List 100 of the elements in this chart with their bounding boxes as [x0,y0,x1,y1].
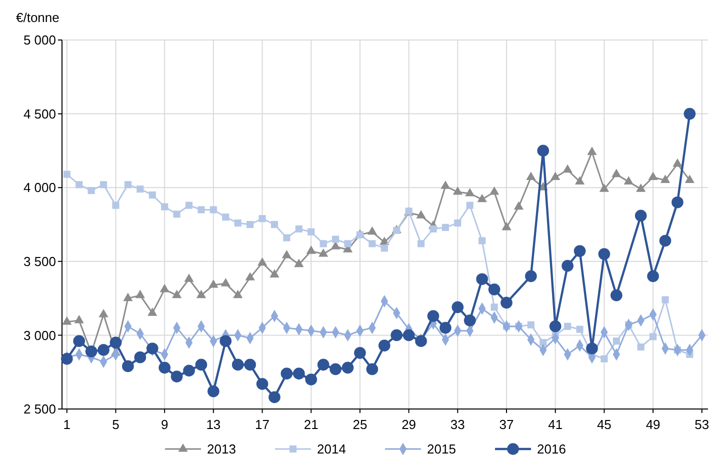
y-tick-label: 3 500 [23,254,56,269]
x-tick-label: 5 [112,417,120,432]
point [62,316,72,325]
point [562,164,572,173]
point [587,146,597,155]
point [454,219,462,227]
point [647,270,659,282]
point [208,279,218,288]
point [612,168,622,178]
point [672,196,684,208]
legend-label: 2014 [317,442,346,457]
point [282,250,292,258]
x-tick-label: 29 [402,417,416,432]
point [526,172,536,180]
point [244,358,256,371]
point [158,362,170,374]
point [562,260,574,272]
point [465,188,475,196]
point [60,352,73,365]
point [98,344,110,356]
point [292,368,305,380]
point [74,314,84,324]
point [318,248,328,257]
point [134,351,146,364]
point [330,363,342,376]
point [246,220,254,228]
point [170,370,183,382]
legend-label: 2015 [427,442,456,457]
point [416,210,426,218]
point [684,108,696,120]
point [173,210,180,218]
point [195,358,208,371]
point [283,234,290,242]
point [650,333,657,340]
point [110,336,122,348]
point [599,184,610,192]
point [636,184,646,192]
x-tick-label: 25 [352,417,368,432]
point [222,214,230,221]
point [208,385,220,398]
x-tick-label: 1 [63,417,70,432]
point [417,240,425,248]
point [112,202,120,209]
point [430,225,437,232]
point [490,304,498,311]
point [332,236,340,243]
point [378,340,390,352]
point [502,222,512,230]
point [148,308,158,316]
point [390,329,403,342]
point [354,347,366,359]
point [550,172,560,180]
point [600,355,608,362]
point [488,284,500,296]
point [380,244,388,252]
point [184,274,194,282]
point [100,181,108,188]
x-tick-label: 13 [206,417,221,432]
point [160,284,170,292]
x-tick-label: 41 [548,417,563,432]
point [452,301,464,314]
point [366,363,378,376]
point [295,225,302,232]
x-tick-label: 33 [450,417,465,432]
point [549,320,562,332]
point [466,202,474,209]
point [63,170,70,178]
point [76,181,83,188]
point [256,378,268,390]
point [257,257,268,266]
point [564,322,572,330]
point [540,339,547,346]
point [440,322,452,334]
point [452,186,462,195]
x-tick-label: 37 [499,417,514,432]
point [586,342,598,354]
point [258,215,266,222]
point [574,245,586,257]
point [344,240,352,248]
point [148,191,156,199]
point [660,174,670,183]
point [232,358,244,371]
legend-label: 2016 [537,442,566,457]
point [320,240,327,248]
point [136,186,144,193]
point [637,343,644,351]
point [368,240,376,248]
x-tick-label: 21 [304,417,318,432]
point [294,258,304,268]
point [124,181,132,188]
point [525,270,537,282]
point [612,338,620,345]
point [537,144,550,157]
point [442,224,449,231]
point [245,272,255,280]
point [659,234,672,247]
point [98,308,108,318]
point [280,368,293,380]
point [161,203,168,210]
point [308,228,315,236]
